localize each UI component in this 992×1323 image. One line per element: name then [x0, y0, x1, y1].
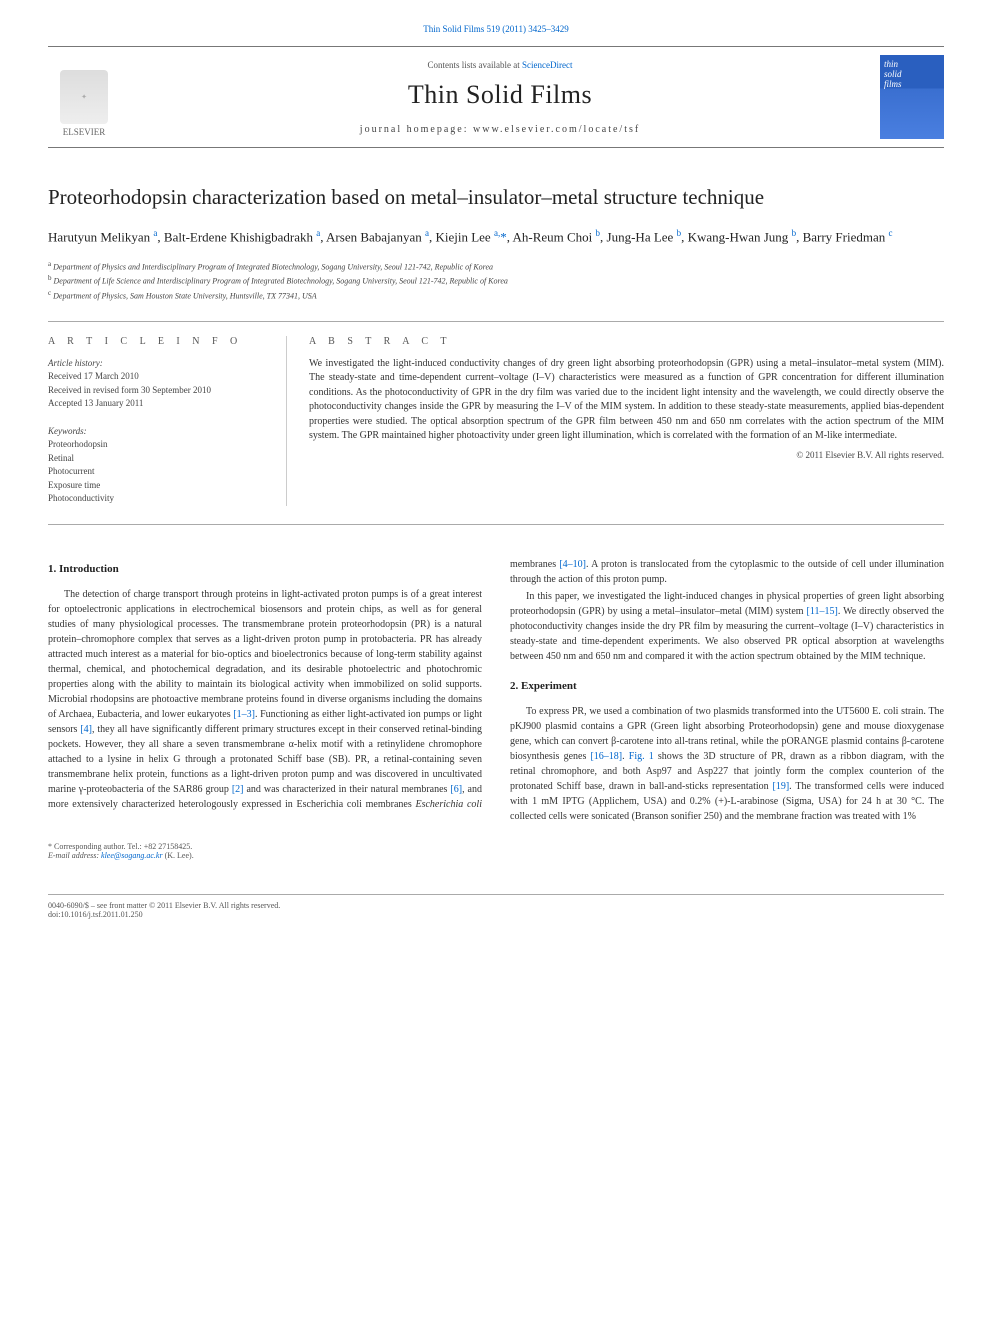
- author-list: Harutyun Melikyan a, Balt-Erdene Khishig…: [48, 227, 944, 247]
- citation-link[interactable]: [4–10]: [559, 559, 586, 570]
- info-abstract-row: A R T I C L E I N F O Article history: R…: [48, 321, 944, 525]
- article-title: Proteorhodopsin characterization based o…: [48, 184, 944, 211]
- cover-line2: solid: [884, 69, 940, 79]
- keyword-item: Exposure time: [48, 479, 258, 493]
- history-revised: Received in revised form 30 September 20…: [48, 384, 258, 398]
- citation-link[interactable]: [6]: [450, 784, 462, 795]
- keywords-block: Keywords: Proteorhodopsin Retinal Photoc…: [48, 425, 258, 506]
- citation-link[interactable]: [11–15]: [807, 606, 838, 617]
- history-received: Received 17 March 2010: [48, 370, 258, 384]
- elsevier-label: ELSEVIER: [63, 127, 106, 137]
- elsevier-tree-icon: ✦: [60, 70, 108, 124]
- keywords-label: Keywords:: [48, 425, 258, 439]
- body-text: 1. Introduction The detection of charge …: [48, 557, 944, 825]
- email-label: E-mail address:: [48, 851, 99, 860]
- affiliation-a: a Department of Physics and Interdiscipl…: [48, 259, 944, 274]
- citation-link[interactable]: [19]: [773, 781, 790, 792]
- corr-email-tail: (K. Lee).: [163, 851, 194, 860]
- abstract-text: We investigated the light-induced conduc…: [309, 357, 944, 444]
- abstract-copyright: © 2011 Elsevier B.V. All rights reserved…: [309, 450, 944, 460]
- cover-line3: films: [884, 79, 940, 89]
- cover-line1: thin: [884, 59, 940, 69]
- journal-header: ✦ ELSEVIER Contents lists available at S…: [48, 46, 944, 148]
- history-label: Article history:: [48, 357, 258, 371]
- contents-prefix: Contents lists available at: [428, 60, 522, 70]
- journal-cover-thumb: thin solid films: [880, 55, 944, 139]
- article-history: Article history: Received 17 March 2010 …: [48, 357, 258, 411]
- corr-email-link[interactable]: klee@sogang.ac.kr: [101, 851, 163, 860]
- section-heading-intro: 1. Introduction: [48, 561, 482, 578]
- affiliation-b: b Department of Life Science and Interdi…: [48, 273, 944, 288]
- citation-link[interactable]: [4]: [80, 724, 92, 735]
- intro-paragraph-2: In this paper, we investigated the light…: [510, 589, 944, 664]
- figure-link[interactable]: Fig. 1: [629, 751, 654, 762]
- contents-line: Contents lists available at ScienceDirec…: [120, 60, 880, 70]
- journal-name: Thin Solid Films: [120, 80, 880, 110]
- article-info: A R T I C L E I N F O Article history: R…: [48, 336, 258, 506]
- citation-link[interactable]: [2]: [232, 784, 244, 795]
- elsevier-logo: ✦ ELSEVIER: [48, 57, 120, 137]
- keyword-item: Photoconductivity: [48, 492, 258, 506]
- abstract-heading: A B S T R A C T: [309, 336, 944, 347]
- affiliations: a Department of Physics and Interdiscipl…: [48, 259, 944, 303]
- journal-homepage[interactable]: journal homepage: www.elsevier.com/locat…: [120, 124, 880, 135]
- abstract: A B S T R A C T We investigated the ligh…: [286, 336, 944, 506]
- footer-doi: doi:10.1016/j.tsf.2011.01.250: [48, 910, 280, 919]
- footer-copyright: 0040-6090/$ – see front matter © 2011 El…: [48, 901, 280, 910]
- experiment-paragraph-1: To express PR, we used a combination of …: [510, 704, 944, 824]
- journal-citation-link[interactable]: Thin Solid Films 519 (2011) 3425–3429: [48, 24, 944, 34]
- section-heading-experiment: 2. Experiment: [510, 678, 944, 695]
- keyword-item: Proteorhodopsin: [48, 438, 258, 452]
- keyword-item: Photocurrent: [48, 465, 258, 479]
- page-footer: 0040-6090/$ – see front matter © 2011 El…: [48, 894, 944, 919]
- corr-tel: * Corresponding author. Tel.: +82 271584…: [48, 842, 944, 851]
- keyword-item: Retinal: [48, 452, 258, 466]
- history-accepted: Accepted 13 January 2011: [48, 397, 258, 411]
- sciencedirect-link[interactable]: ScienceDirect: [522, 60, 572, 70]
- affiliation-c: c Department of Physics, Sam Houston Sta…: [48, 288, 944, 303]
- citation-link[interactable]: [1–3]: [233, 709, 255, 720]
- info-heading: A R T I C L E I N F O: [48, 336, 258, 347]
- corresponding-author-note: * Corresponding author. Tel.: +82 271584…: [48, 842, 944, 860]
- header-center: Contents lists available at ScienceDirec…: [120, 60, 880, 135]
- citation-link[interactable]: [16–18]: [590, 751, 622, 762]
